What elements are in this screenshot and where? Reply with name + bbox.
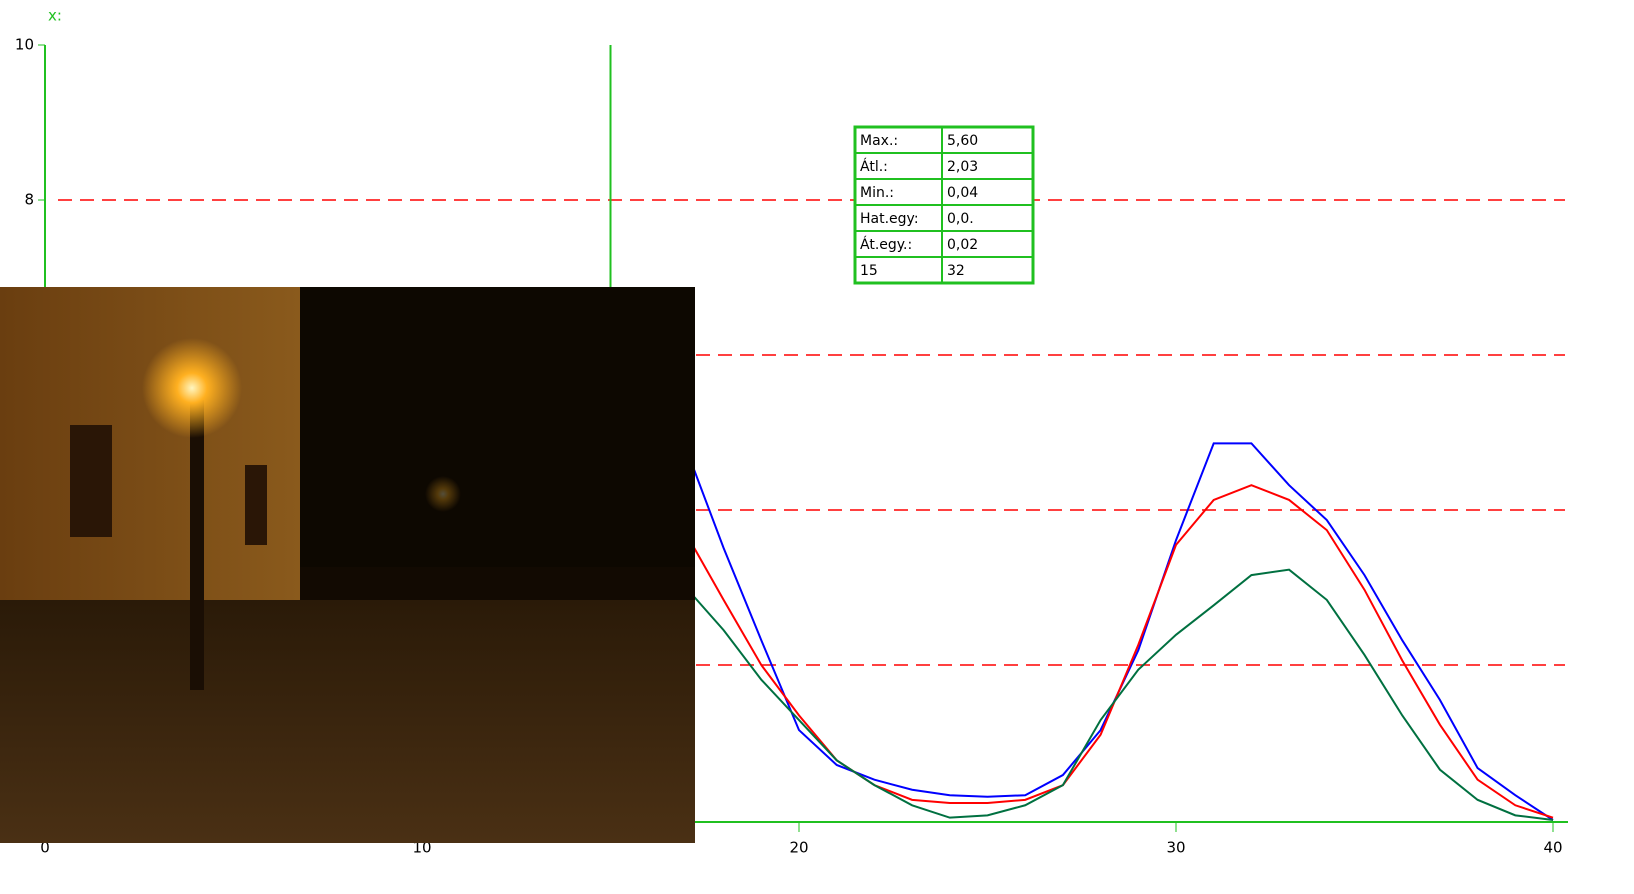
table-cell: 0,0. — [947, 211, 974, 227]
x-tick-label: 40 — [1543, 839, 1562, 857]
table-cell: 15 — [860, 263, 878, 279]
x-tick-label: 20 — [789, 839, 808, 857]
table-cell: 0,02 — [947, 237, 978, 253]
x-tick-label: 0 — [40, 839, 50, 857]
table-cell: Át.egy.: — [860, 236, 912, 253]
series-line — [685, 484, 1554, 819]
x-tick-label: 30 — [1166, 839, 1185, 857]
series-line — [684, 442, 1554, 821]
table-cell: Min.: — [860, 185, 894, 201]
table-cell: Max.: — [860, 133, 898, 149]
table-cell: 32 — [947, 263, 965, 279]
table-cell: 0,04 — [947, 185, 978, 201]
y-tick-label: 10 — [15, 36, 34, 54]
y-tick-label: 8 — [24, 191, 34, 209]
axis-label: x: — [48, 7, 62, 25]
series-line — [685, 568, 1554, 821]
table-cell: Átl.: — [860, 158, 888, 175]
table-cell: 5,60 — [947, 133, 978, 149]
stats-table: Max.: 5,60 Átl.: 2,03 Min.: 0,04 Hat.egy: 0,0. Á… — [853, 125, 1035, 285]
table-cell: 2,03 — [947, 159, 978, 175]
photo-overlay — [0, 287, 695, 843]
table-cell: Hat.egy: — [860, 211, 919, 227]
